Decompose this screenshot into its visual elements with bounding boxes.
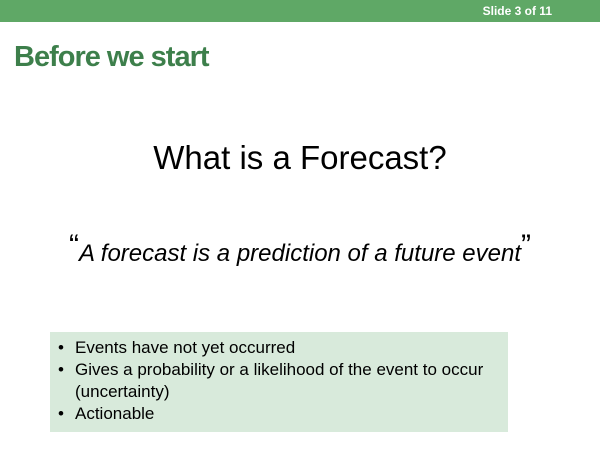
slide-heading: Before we start (14, 41, 210, 73)
bullet-item: • Events have not yet occurred (58, 337, 498, 359)
bullet-text: Gives a probability or a likelihood of t… (75, 360, 484, 401)
bullet-dot-icon: • (58, 360, 64, 379)
bullet-text: Events have not yet occurred (75, 338, 296, 357)
bullet-item: • Gives a probability or a likelihood of… (58, 359, 498, 403)
bullet-list: • Events have not yet occurred • Gives a… (58, 337, 498, 425)
close-quote-mark: ” (521, 229, 532, 262)
bullet-box: • Events have not yet occurred • Gives a… (50, 332, 508, 432)
slide-top-bar: Slide 3 of 11 (0, 0, 600, 22)
bullet-dot-icon: • (58, 404, 64, 423)
bullet-item: • Actionable (58, 403, 498, 425)
slide-counter: Slide 3 of 11 (482, 4, 552, 18)
question-title: What is a Forecast? (153, 139, 447, 176)
bullet-dot-icon: • (58, 338, 64, 357)
definition-quote: “A forecast is a prediction of a future … (0, 230, 600, 270)
definition-text: A forecast is a prediction of a future e… (78, 240, 522, 267)
open-quote-mark: “ (68, 229, 79, 262)
bullet-text: Actionable (75, 404, 155, 423)
